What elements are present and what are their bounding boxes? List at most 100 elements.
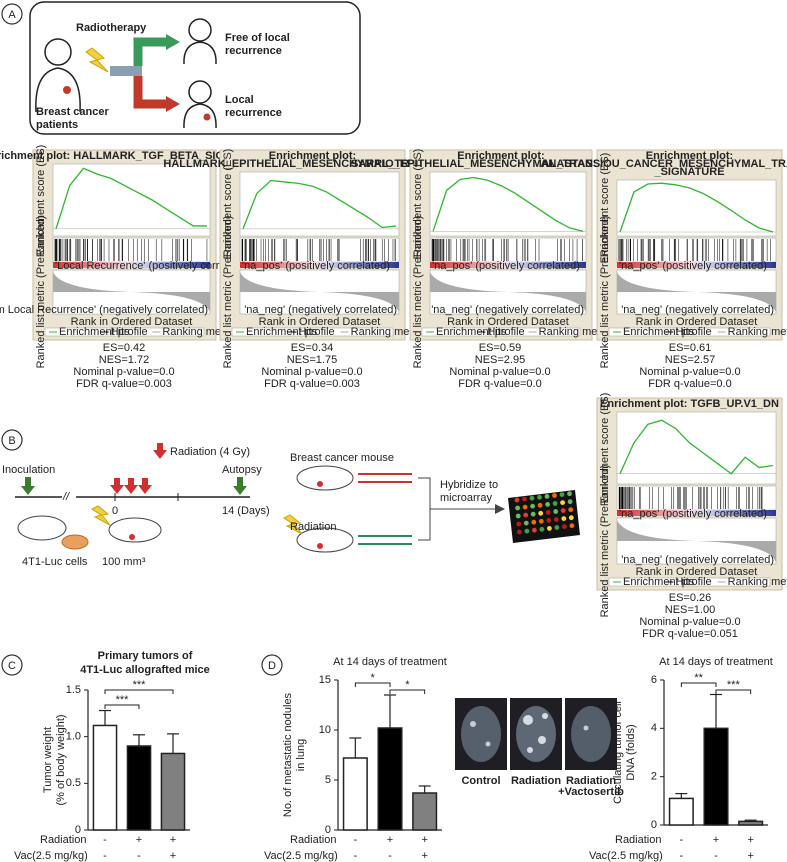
condition-name: Vac(2.5 mg/kg)	[14, 850, 88, 862]
es-curve	[619, 182, 774, 233]
gsea-stat: NES=2.57	[665, 354, 715, 366]
significance-bracket	[354, 682, 391, 687]
condition-name: Radiation	[615, 834, 661, 846]
spot	[537, 494, 542, 500]
spot	[567, 491, 572, 497]
es-panel	[52, 163, 211, 237]
spot	[560, 508, 566, 513]
legend-label: Ranking metric scores	[728, 576, 787, 588]
arrow-stem	[110, 66, 142, 76]
condition-mark: -	[103, 834, 107, 846]
microarray-spots	[514, 491, 575, 535]
spot	[552, 493, 557, 498]
lightning	[283, 514, 303, 535]
gsea-stat: Nominal p-value=0.0	[449, 366, 550, 378]
gsea-title: ANASTASSIOU_CANCER_MESENCHYMAL_TRANSITIO…	[540, 158, 787, 170]
spot	[517, 529, 522, 535]
rank-metric	[617, 272, 776, 312]
label: Local	[225, 94, 254, 106]
legend-label: Hits	[111, 326, 130, 338]
panel-badge	[1, 3, 23, 25]
y-tick-label: 6	[651, 674, 657, 686]
label: Inoculation	[2, 464, 55, 476]
x-axis-label: Rank in Ordered Dataset	[71, 316, 193, 328]
label: Breast cancer mouse	[290, 452, 394, 464]
condition-mark: -	[679, 834, 683, 846]
es-panel	[616, 179, 777, 237]
legend-label: Hits	[675, 326, 694, 338]
x-axis-label: Rank in Ordered Dataset	[259, 316, 381, 328]
significance-label: *	[405, 679, 410, 691]
neg-label: 'na_neg' (negatively correlated)	[431, 304, 584, 316]
rank-gradient	[240, 262, 399, 268]
spot	[568, 515, 574, 521]
significance-label: *	[371, 672, 376, 684]
neg-label: 'Free from Local Recurrence' (negatively…	[0, 304, 208, 316]
arrow-head	[21, 486, 35, 495]
legend-box	[44, 327, 205, 337]
arrow-head	[495, 504, 505, 514]
lightning	[85, 47, 109, 73]
rank-metric	[53, 272, 210, 312]
gsea-stat: Nominal p-value=0.0	[639, 366, 740, 378]
panel-badge	[1, 654, 23, 676]
person-body	[183, 103, 217, 129]
condition-mark: +	[421, 834, 427, 846]
spot	[530, 511, 536, 517]
es-curve	[55, 167, 207, 229]
label: Free of local	[225, 32, 290, 44]
spot	[539, 526, 545, 532]
gsea-stat: Nominal p-value=0.0	[639, 616, 740, 628]
significance-label: ***	[727, 679, 741, 691]
gsea-title: SARRIO_EPITHELIAL_MESENCHYMAL_TRANSITION…	[351, 158, 651, 170]
label: Radiation	[290, 521, 336, 533]
y-tick-label: 1.5	[66, 684, 81, 696]
spot	[523, 520, 529, 526]
condition-name: Vac(2.5 mg/kg)	[589, 850, 663, 862]
y-axis-label: Enrichment score (ES)	[599, 153, 611, 264]
condition-mark: +	[170, 850, 176, 862]
rank-gradient	[617, 510, 776, 516]
label: microarray	[440, 492, 492, 504]
gsea-stat: NES=1.00	[665, 604, 715, 616]
timeline-gap	[62, 490, 76, 504]
spot	[522, 496, 527, 502]
spot	[561, 516, 567, 521]
spot	[568, 507, 574, 513]
label: Hybridize to	[440, 479, 498, 491]
y-axis-label: Circulating tumor cell	[612, 701, 624, 804]
gsea-title: Enrichment plot: HALLMARK_TGF_BETA_SIGNA…	[0, 150, 266, 162]
condition-mark: +	[170, 834, 176, 846]
patient-head	[44, 38, 72, 66]
spot	[538, 518, 544, 524]
rank-metric	[430, 272, 586, 312]
person-body	[183, 41, 217, 65]
spot	[537, 502, 543, 508]
bar	[738, 820, 764, 826]
y-axis-label: Ranked list metric (PreRanked)	[222, 216, 234, 369]
chart-title: At 14 days of treatment	[659, 656, 773, 668]
spot	[516, 521, 522, 527]
spot	[544, 494, 550, 499]
hits-panel	[616, 485, 777, 511]
condition-mark: -	[679, 850, 683, 862]
y-tick-label: 15	[319, 674, 331, 686]
bar	[703, 727, 729, 826]
tumor	[129, 534, 135, 540]
merge-line	[418, 477, 495, 541]
spot	[530, 503, 535, 509]
neg-label: 'na_neg' (negatively correlated)	[244, 304, 397, 316]
arrow-head	[233, 486, 247, 495]
y-axis-label: No. of metastatic nodules	[282, 692, 294, 817]
panel-label: B	[8, 435, 15, 447]
spot	[545, 502, 550, 507]
bar	[412, 792, 438, 831]
tumor	[203, 113, 211, 121]
y-tick-label: 2	[651, 771, 657, 783]
spot	[547, 526, 552, 531]
tumor	[317, 481, 323, 487]
spot	[554, 525, 560, 530]
y-axis-label: in lung	[295, 739, 307, 771]
